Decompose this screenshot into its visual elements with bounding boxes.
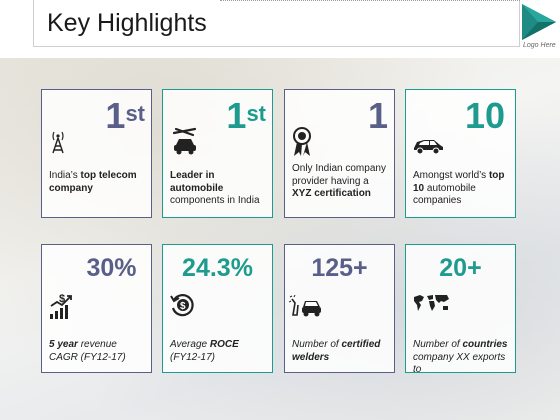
title-divider	[220, 0, 520, 2]
highlight-text: Only Indian company provider having a XY…	[292, 163, 386, 199]
highlight-value: 20+	[439, 254, 482, 282]
certificate-medal-icon	[293, 127, 311, 156]
dollar-return-icon: $	[170, 294, 194, 317]
highlight-value: 1st	[226, 95, 266, 136]
highlight-text: India’s top telecom company	[49, 170, 137, 194]
highlight-card-roce: 24.3% $ Average ROCE (FY12-17)	[162, 244, 273, 373]
telecom-tower-icon	[52, 131, 64, 154]
revenue-growth-icon: $	[50, 293, 72, 319]
highlight-value: 1st	[105, 95, 145, 136]
highlight-card-revenue-cagr: 30% $ 5 year revenue CAGR (FY12-17)	[41, 244, 152, 373]
highlight-value: 10	[464, 95, 505, 136]
page-title: Key Highlights	[47, 9, 207, 37]
highlight-value: 30%	[86, 254, 137, 282]
highlight-text: Number of countries company XX exports t…	[413, 339, 508, 375]
highlight-text: Average ROCE (FY12-17)	[170, 339, 239, 363]
highlight-card-telecom: 1st India’s top telecom company	[41, 89, 152, 218]
highlight-text: Number of certified welders	[292, 339, 381, 363]
car-icon	[414, 140, 443, 155]
title-frame	[33, 0, 520, 47]
highlight-card-top-automobile: 10 Amongst world’s top 10 automobile com…	[405, 89, 516, 218]
highlight-card-welders: 125+ Number of certified welders	[284, 244, 395, 373]
highlight-card-certification: 1 Only Indian company provider having a …	[284, 89, 395, 218]
world-map-icon	[414, 295, 449, 311]
car-repair-icon	[172, 127, 197, 155]
logo-icon	[522, 4, 556, 40]
highlight-card-export-countries: 20+ Number of countries company XX expor…	[405, 244, 516, 375]
logo-text: Logo Here	[523, 42, 556, 49]
highlight-text: 5 year revenue CAGR (FY12-17)	[49, 339, 126, 363]
highlight-value: 125+	[311, 254, 368, 282]
highlight-value: 1	[367, 95, 388, 136]
svg-text:$: $	[59, 293, 65, 305]
highlight-text: Leader in automobile components in India	[170, 170, 260, 206]
svg-text:$: $	[180, 301, 186, 312]
highlight-value: 24.3%	[182, 254, 253, 282]
highlight-card-automobile-components: 1st Leader in automobile components in I…	[162, 89, 273, 218]
welder-car-icon	[289, 295, 321, 317]
highlight-text: Amongst world’s top 10 automobile compan…	[413, 170, 505, 206]
